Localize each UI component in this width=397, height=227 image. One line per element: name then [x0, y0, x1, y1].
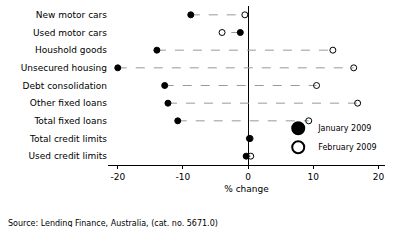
svg-text:Total fixed loans: Total fixed loans	[33, 116, 107, 126]
svg-text:January 2009: January 2009	[317, 124, 371, 133]
svg-text:% change: % change	[224, 184, 269, 194]
svg-text:0: 0	[245, 172, 251, 182]
svg-text:New motor cars: New motor cars	[36, 10, 108, 20]
svg-text:10: 10	[308, 172, 320, 182]
svg-text:Unsecured housing: Unsecured housing	[21, 63, 107, 73]
svg-text:Source: Lending Finance, Austr: Source: Lending Finance, Australia, (cat…	[8, 219, 218, 227]
svg-text:Other fixed loans: Other fixed loans	[30, 98, 107, 108]
svg-text:February 2009: February 2009	[318, 143, 376, 152]
svg-text:Used credit limits: Used credit limits	[29, 151, 108, 161]
svg-text:-10: -10	[176, 172, 191, 182]
svg-text:Debt consolidation: Debt consolidation	[23, 81, 107, 91]
svg-text:Used motor cars: Used motor cars	[33, 28, 107, 38]
svg-text:-20: -20	[110, 172, 125, 182]
svg-text:Total credit limits: Total credit limits	[29, 134, 107, 144]
svg-text:20: 20	[373, 172, 385, 182]
svg-text:Houshold goods: Houshold goods	[35, 45, 107, 55]
